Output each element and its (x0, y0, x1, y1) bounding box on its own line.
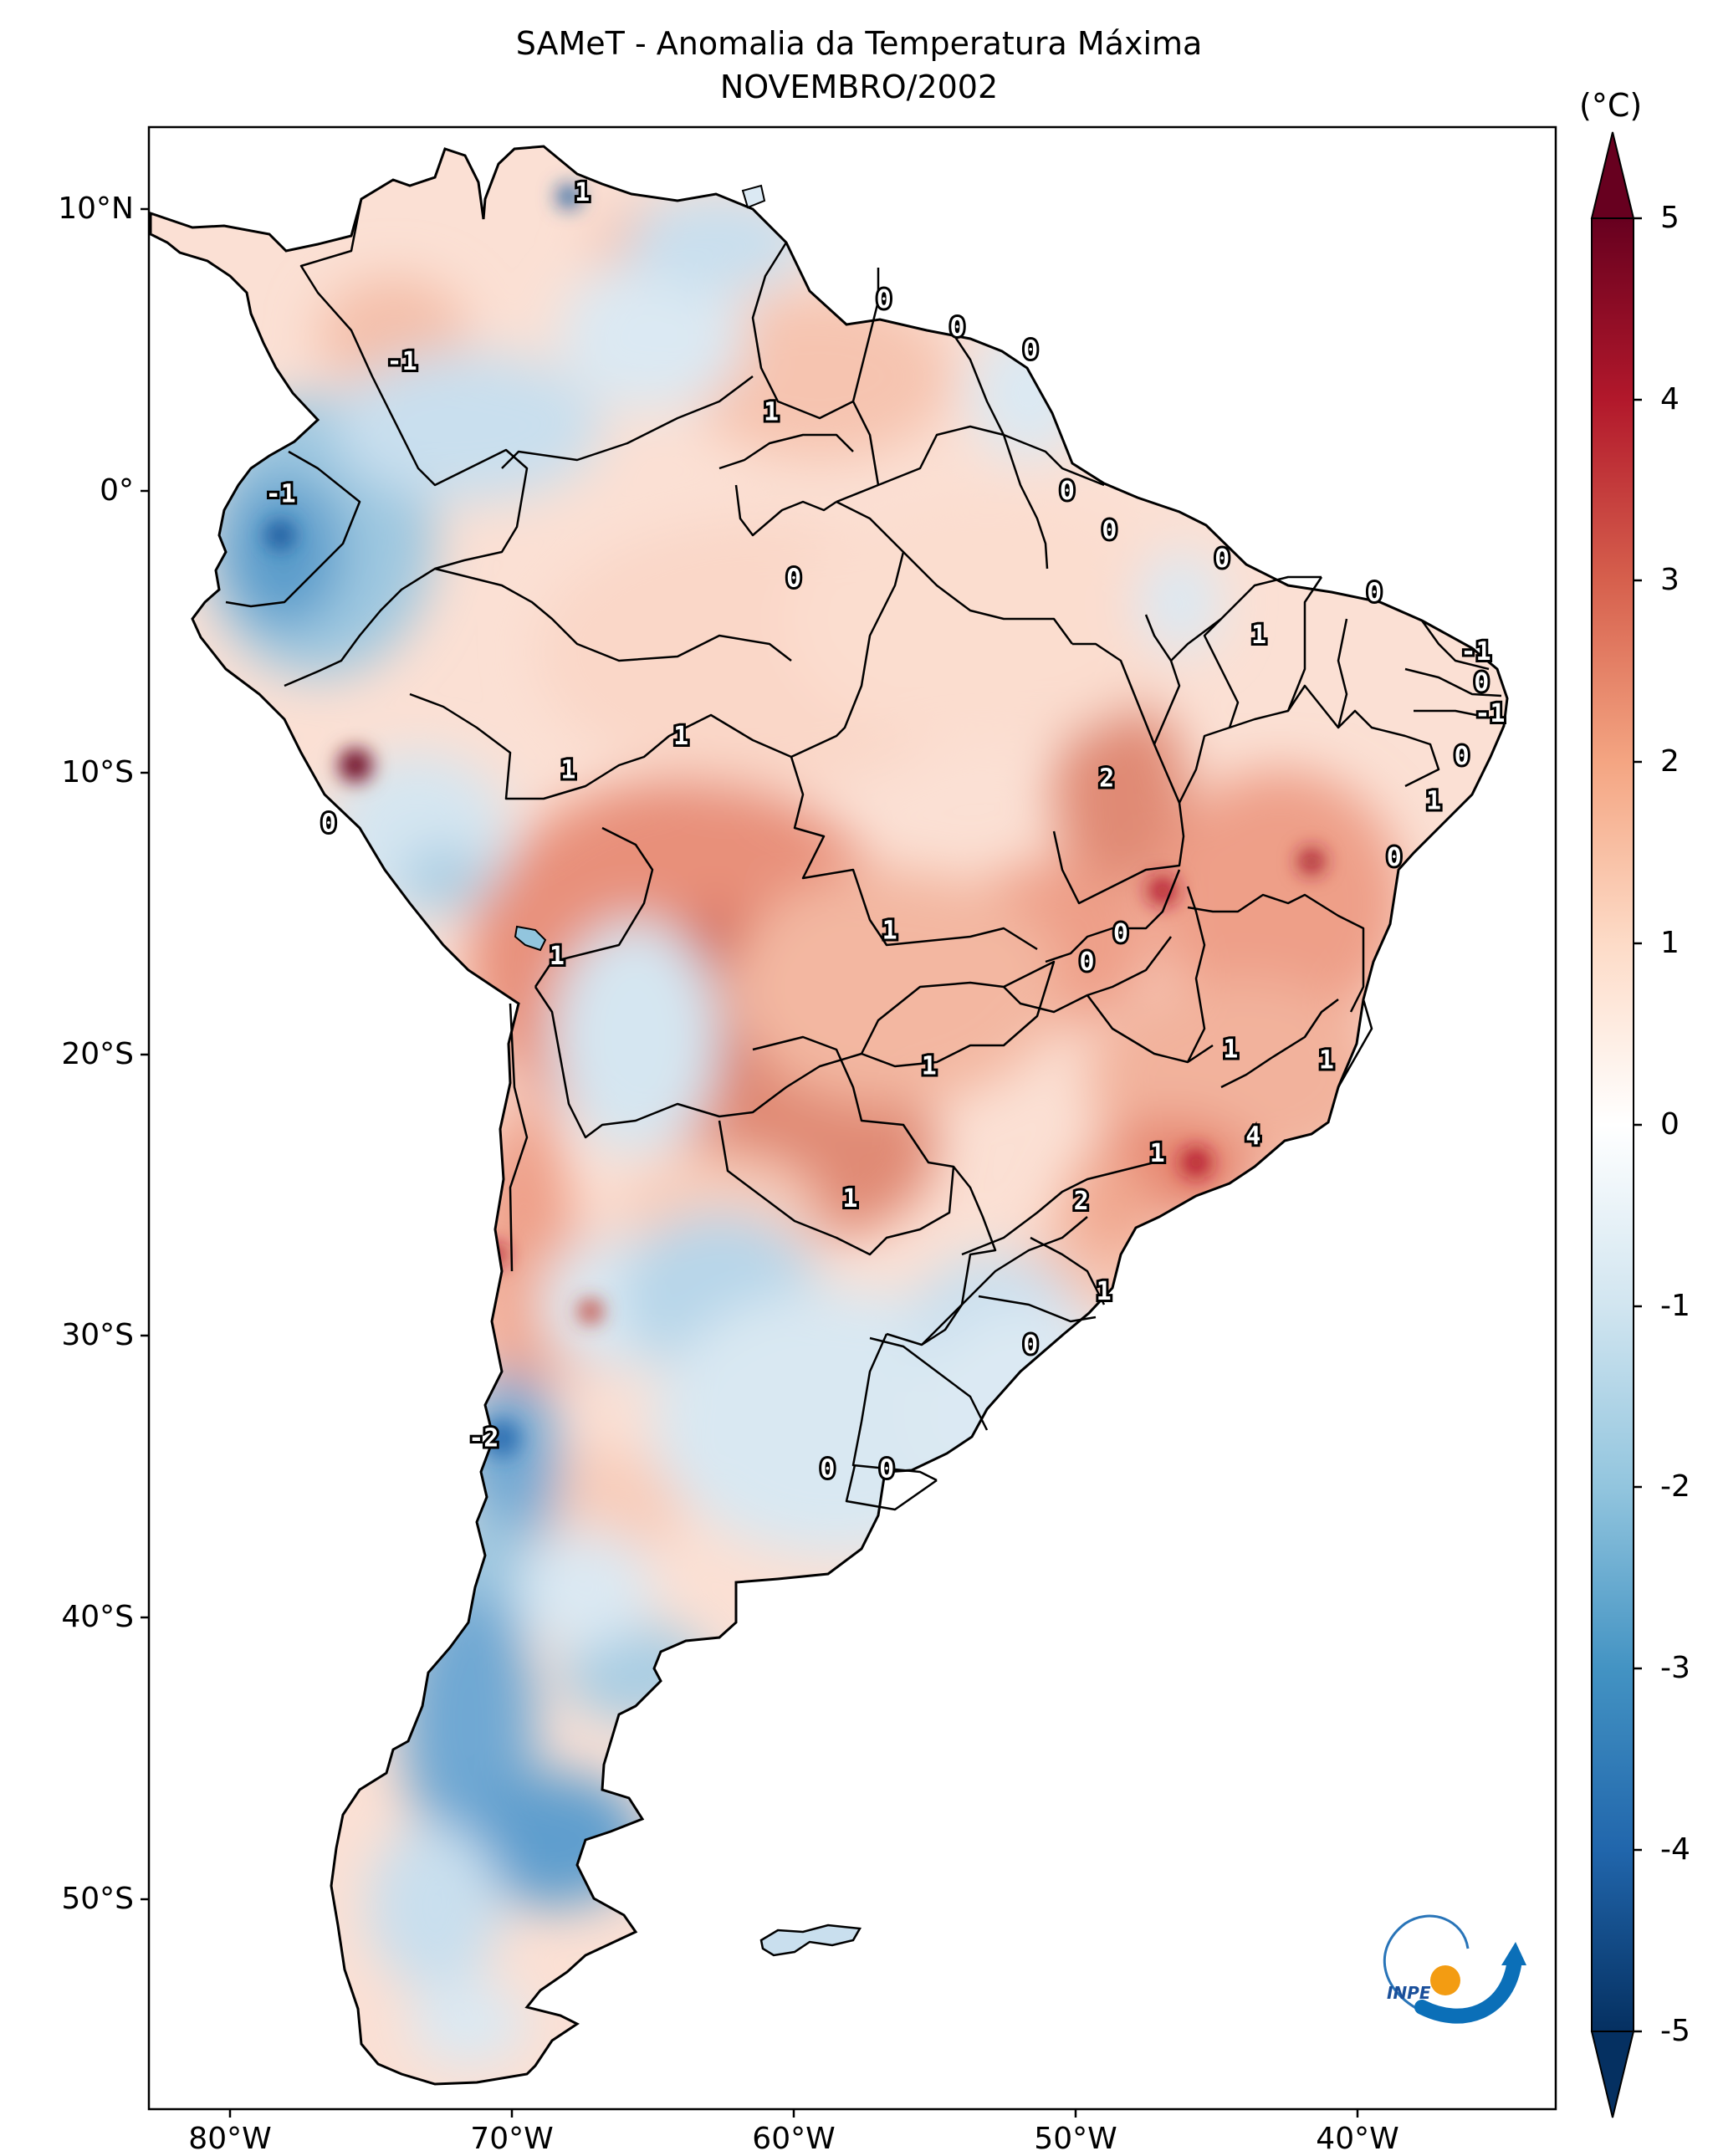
colorbar-tick-1: 1 (1660, 926, 1680, 960)
lat-label-40s: 40°S (61, 1600, 134, 1634)
contour-label: 1 (922, 1052, 937, 1081)
colorbar-tick-4: 4 (1660, 382, 1680, 416)
lat-label-50s: 50°S (61, 1882, 134, 1916)
colorbar-tick-minus1: -1 (1660, 1289, 1690, 1323)
contour-label: -1 (387, 347, 417, 376)
colorbar-tick-minus2: -2 (1660, 1469, 1690, 1504)
contour-label: -1 (1460, 637, 1490, 667)
contour-label: 1 (550, 942, 565, 971)
lat-label-10s: 10°S (61, 755, 134, 789)
country-borders (225, 198, 1502, 1511)
contour-label: 2 (1074, 1187, 1089, 1216)
lon-label-60w: 60°W (752, 2122, 836, 2156)
lat-label-10n: 10°N (58, 192, 134, 226)
colorbar-tick-minus4: -4 (1660, 1832, 1690, 1867)
contour-label: 0 (1455, 742, 1470, 771)
chart-subtitle: NOVEMBRO/2002 (719, 69, 999, 105)
contour-label: 0 (1060, 477, 1075, 506)
lon-label-70w: 70°W (470, 2122, 554, 2156)
contour-label: 0 (879, 1454, 894, 1484)
chart-title: SAMeT - Anomalia da Temperatura Máxima (515, 25, 1203, 62)
trinidad-island (741, 184, 766, 209)
contour-label: 4 (1245, 1122, 1260, 1152)
colorbar-extend-top (1590, 131, 1635, 219)
contour-label: 1 (1426, 787, 1441, 816)
contour-label: 0 (1079, 948, 1094, 977)
contour-label: 0 (1023, 1331, 1038, 1360)
colorbar-tick-0: 0 (1660, 1107, 1680, 1142)
contour-label: 1 (764, 398, 779, 427)
falkland-islands (759, 1924, 862, 1957)
contour-label: 0 (1214, 544, 1230, 574)
contour-label: 0 (877, 285, 892, 314)
contour-label: 1 (1319, 1046, 1334, 1075)
lon-label-80w: 80°W (188, 2122, 272, 2156)
contour-label: -1 (266, 479, 296, 508)
contour-label: 1 (673, 722, 688, 751)
contour-label: 0 (1387, 843, 1402, 872)
axis-ticks (141, 207, 1359, 2118)
contour-label: -2 (468, 1423, 499, 1453)
contour-label: 0 (1113, 919, 1128, 948)
lat-label-20s: 20°S (61, 1037, 134, 1071)
contour-label: 0 (321, 810, 336, 839)
lon-label-50w: 50°W (1034, 2122, 1117, 2156)
colorbar-body (1591, 217, 1634, 2032)
contour-label: 0 (1102, 516, 1117, 545)
contour-label: 1 (575, 178, 590, 207)
contour-label: 1 (1223, 1035, 1238, 1064)
contour-label: 1 (842, 1184, 857, 1213)
inpe-logo (1383, 1914, 1526, 2024)
map-frame (147, 125, 1557, 2111)
colorbar-unit: (°C) (1579, 87, 1643, 124)
contour-label: 0 (949, 314, 964, 343)
contour-label: 1 (1251, 621, 1266, 650)
colorbar-tick-minus3: -3 (1660, 1651, 1690, 1685)
contour-label: 0 (820, 1454, 835, 1484)
lat-label-0: 0° (100, 473, 134, 508)
colorbar-extend-bottom (1590, 2031, 1635, 2118)
colorbar-tick-3: 3 (1660, 563, 1680, 597)
contour-label: 0 (786, 565, 801, 594)
contour-label: 2 (1099, 764, 1114, 794)
colorbar (1590, 131, 1642, 2118)
inpe-logo-text: INPE (1387, 1983, 1431, 2003)
contour-label: 1 (1097, 1277, 1112, 1306)
contour-label: 0 (1023, 336, 1038, 365)
lon-label-40w: 40°W (1316, 2122, 1399, 2156)
colorbar-tick-2: 2 (1660, 744, 1680, 779)
contour-label: -1 (1475, 699, 1505, 728)
contour-label: 1 (560, 756, 575, 785)
colorbar-tick-5: 5 (1660, 201, 1680, 235)
contour-label: 1 (882, 917, 897, 946)
colorbar-tick-minus5: -5 (1660, 2014, 1690, 2048)
contour-label: 0 (1474, 668, 1489, 697)
lat-label-30s: 30°S (61, 1318, 134, 1352)
lake-titicaca (514, 925, 547, 952)
contour-label: 0 (1367, 578, 1382, 607)
contour-label: 1 (1150, 1139, 1165, 1168)
